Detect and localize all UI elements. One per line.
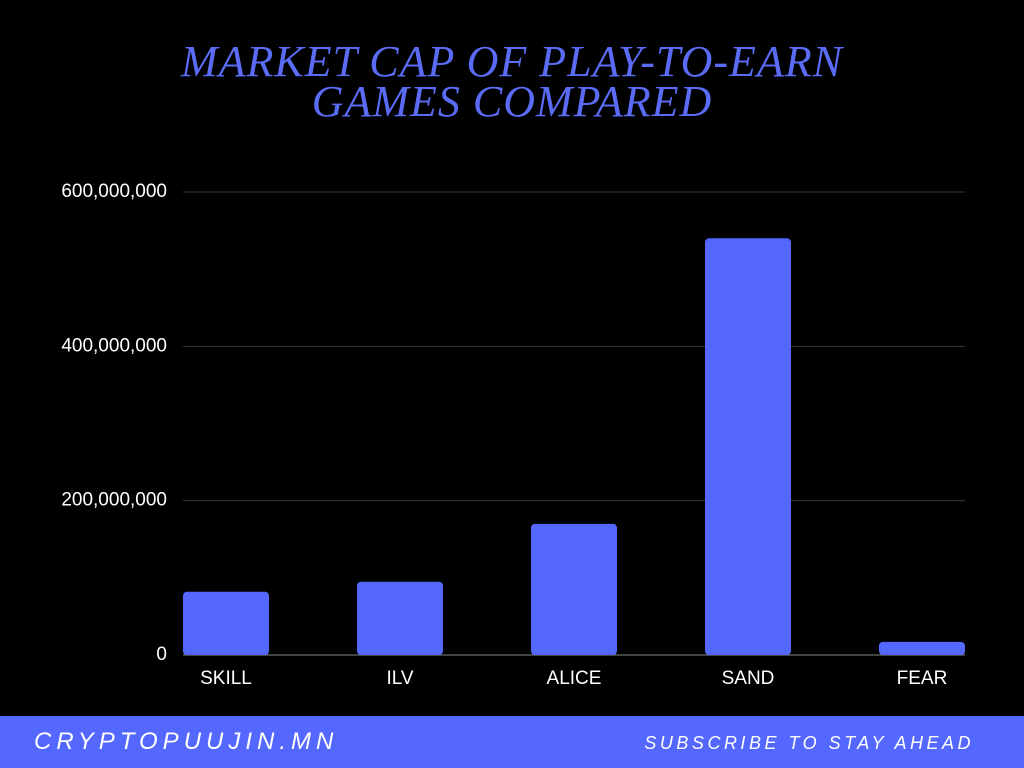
x-tick-label: ALICE — [547, 668, 602, 689]
bar — [879, 641, 965, 655]
x-tick-label: SKILL — [200, 668, 252, 689]
x-tick-label: SAND — [722, 668, 775, 689]
x-tick-label: ILV — [386, 668, 413, 689]
bar — [183, 591, 269, 655]
bar — [357, 581, 443, 655]
y-tick-label: 0 — [156, 644, 167, 665]
y-tick-label: 600,000,000 — [61, 181, 167, 202]
bar — [705, 238, 791, 656]
y-tick-label: 200,000,000 — [61, 490, 167, 511]
y-tick-label: 400,000,000 — [61, 335, 167, 356]
footer: CRYPTOPUUJIN.MN SUBSCRIBE TO STAY AHEAD — [0, 716, 1024, 768]
footer-brand: CRYPTOPUUJIN.MN — [34, 728, 339, 755]
footer-tagline: SUBSCRIBE TO STAY AHEAD — [644, 733, 974, 753]
x-tick-label: FEAR — [897, 668, 948, 689]
chart: 0 200,000,000 400,000,000 600,000,000 SKILL I… — [61, 181, 965, 689]
bar — [531, 523, 617, 655]
chart-title: MARKET CAP OF PLAY-TO-EARN GAMES COMPARE… — [180, 37, 843, 126]
